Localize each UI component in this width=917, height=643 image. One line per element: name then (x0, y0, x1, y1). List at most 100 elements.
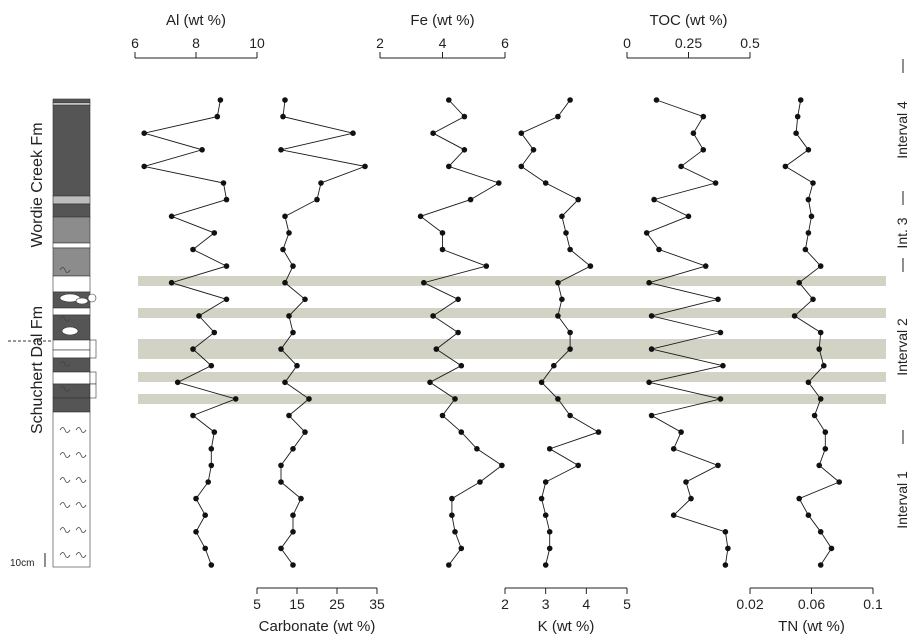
data-point-4-22 (546, 446, 553, 452)
column-nodule-3 (61, 326, 79, 336)
data-point-2-23 (278, 462, 284, 469)
data-point-1-21 (211, 429, 218, 435)
data-point-6-12 (796, 279, 802, 286)
data-point-5-14 (648, 313, 655, 319)
tick-label-4-4: 5 (623, 596, 631, 612)
data-point-6-1 (797, 97, 804, 103)
data-point-1-28 (202, 545, 208, 552)
data-point-2-17 (294, 362, 300, 369)
data-point-3-18 (427, 379, 433, 386)
data-point-3-11 (483, 263, 490, 269)
tick-label-4-2: 3 (542, 596, 550, 612)
data-point-2-1 (282, 97, 288, 103)
column-bed-13 (52, 339, 91, 351)
data-point-6-22 (822, 446, 829, 452)
data-point-3-14 (430, 313, 436, 319)
highlight-band-2 (138, 308, 886, 318)
column-nodule-2 (75, 297, 89, 305)
data-point-5-22 (670, 446, 677, 452)
data-point-1-25 (193, 495, 199, 502)
data-point-3-29 (446, 562, 452, 568)
data-point-3-2 (461, 113, 468, 120)
column-bed-5 (52, 203, 91, 218)
data-point-6-14 (791, 313, 798, 319)
data-point-3-20 (439, 412, 446, 419)
data-point-6-3 (793, 130, 799, 136)
data-point-2-11 (290, 263, 296, 269)
column-bed-18 (52, 397, 91, 413)
data-point-5-15 (717, 329, 724, 336)
data-point-2-13 (302, 296, 308, 303)
highlight-band-5 (138, 372, 886, 382)
data-point-5-27 (722, 529, 729, 535)
data-point-6-23 (816, 462, 822, 469)
data-point-4-2 (555, 113, 561, 120)
data-point-6-11 (817, 263, 824, 269)
data-point-1-1 (217, 97, 224, 103)
data-point-1-12 (168, 279, 175, 286)
data-point-6-18 (805, 379, 812, 386)
data-point-5-4 (700, 147, 707, 153)
data-point-4-28 (546, 545, 553, 552)
column-bed-11 (52, 307, 91, 316)
column-trace-2 (59, 316, 71, 322)
column-notch-3 (89, 383, 97, 399)
data-point-2-27 (290, 529, 296, 535)
data-point-1-17 (208, 362, 215, 369)
column-trace-3 (59, 361, 71, 367)
axis-label-6: TN (wt %) (778, 618, 845, 635)
data-point-5-25 (688, 495, 694, 502)
data-point-2-4 (278, 147, 284, 153)
data-point-4-21 (595, 429, 602, 435)
data-point-4-27 (546, 529, 553, 535)
data-point-4-11 (587, 263, 594, 269)
data-point-3-19 (452, 396, 458, 402)
data-point-1-20 (190, 412, 196, 419)
column-bed-15 (52, 357, 91, 373)
data-point-1-11 (223, 263, 230, 269)
data-point-3-13 (455, 296, 461, 303)
column-trace-16 (75, 552, 87, 558)
data-point-1-10 (190, 246, 196, 253)
tick-label-6-1: 0.02 (736, 596, 763, 612)
series-line-1 (144, 99, 238, 566)
data-point-5-28 (725, 545, 731, 552)
tick-label-5-2: 0.25 (675, 35, 702, 51)
interval-label-3: Interval 2 (894, 318, 910, 376)
data-point-4-23 (575, 462, 581, 469)
tick-label-2-3: 25 (329, 596, 345, 612)
data-point-1-23 (208, 462, 215, 469)
data-point-4-10 (567, 246, 573, 253)
data-point-2-25 (298, 495, 304, 502)
data-point-2-21 (302, 429, 308, 435)
axis-label-4: K (wt %) (538, 618, 595, 635)
data-point-1-15 (211, 329, 218, 336)
data-point-3-15 (455, 329, 461, 336)
data-point-3-8 (417, 213, 424, 220)
series-line-3 (419, 99, 503, 566)
data-point-4-7 (575, 196, 581, 203)
tick-label-4-1: 2 (501, 596, 509, 612)
tick-label-1-2: 8 (192, 35, 200, 51)
highlight-band-1 (138, 276, 886, 286)
column-trace-1 (59, 267, 71, 273)
data-point-5-20 (648, 412, 655, 419)
tick-label-2-1: 5 (253, 596, 261, 612)
data-point-6-8 (808, 213, 815, 220)
data-point-5-2 (700, 113, 707, 120)
interval-markers: Interval 4 Int. 3 Interval 2 Interval 1 (894, 59, 910, 529)
data-point-3-3 (430, 130, 436, 136)
column-trace-9 (59, 477, 71, 483)
column-trace-7 (59, 452, 71, 458)
data-point-4-26 (542, 512, 549, 518)
data-point-1-3 (141, 130, 147, 136)
data-point-2-14 (286, 313, 292, 319)
data-point-4-18 (538, 379, 545, 386)
data-point-4-15 (567, 329, 573, 336)
formation-label-schuchert: Schuchert Dal Fm (29, 306, 46, 434)
data-point-1-19 (232, 396, 239, 402)
data-point-6-27 (817, 529, 824, 535)
data-point-2-10 (280, 246, 286, 253)
column-bed-16 (52, 371, 91, 385)
